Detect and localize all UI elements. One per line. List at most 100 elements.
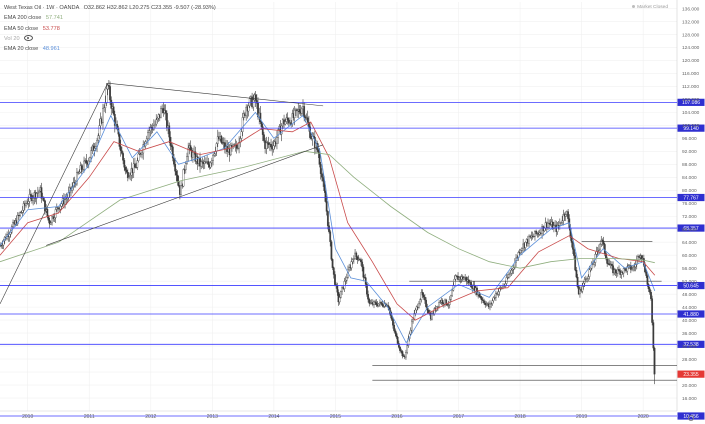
candle-body	[646, 275, 649, 285]
candle-body	[593, 262, 596, 265]
candle-body	[189, 145, 192, 151]
y-tick-label: 104.000	[682, 110, 700, 116]
candle-body	[331, 259, 334, 268]
candle-body	[12, 222, 14, 227]
candle-body	[373, 301, 375, 305]
candle-body	[215, 143, 218, 152]
candle-body	[375, 302, 378, 305]
legend-ema20-row[interactable]: EMA 20 close 48.961	[4, 44, 216, 54]
candle-body	[631, 268, 633, 270]
candle-body	[60, 203, 63, 207]
candle-body	[267, 142, 270, 145]
level-price-label-bg	[677, 310, 705, 318]
legend-vol-row[interactable]: Vol 20	[4, 34, 216, 44]
candle-body	[560, 222, 562, 224]
candle-body	[220, 136, 223, 143]
candle-body	[405, 352, 407, 358]
candle-body	[454, 275, 457, 280]
candle-body	[65, 198, 68, 200]
candle-body	[22, 203, 25, 211]
candle-body	[332, 267, 335, 275]
candle-body	[648, 288, 651, 293]
candle-body	[380, 302, 382, 304]
level-price-label: 77.767	[683, 195, 699, 201]
candle-body	[170, 145, 173, 148]
candle-body	[377, 303, 380, 306]
candle-body	[366, 284, 368, 295]
visibility-eye-icon[interactable]	[24, 35, 34, 42]
candle-body	[85, 159, 88, 163]
candle-body	[176, 174, 179, 182]
legend-ema200-row[interactable]: EMA 200 close 57.741	[4, 13, 216, 23]
y-tick-label: 20.000	[682, 383, 697, 389]
candle-body	[122, 153, 124, 161]
candle-body	[259, 112, 262, 123]
candle-body	[401, 351, 404, 357]
candle-body	[587, 276, 590, 279]
candle-body	[192, 152, 194, 158]
candle-body	[124, 167, 127, 171]
candle-body	[224, 142, 226, 150]
y-tick-label: 60.000	[682, 253, 697, 259]
candle-body	[360, 259, 362, 263]
legend-ema50-row[interactable]: EMA 50 close 53.778	[4, 24, 216, 34]
level-price-label: 50.645	[683, 283, 699, 289]
candle-body	[8, 234, 11, 237]
candle-body	[341, 287, 343, 292]
candle-body	[263, 134, 265, 141]
legend-ema200-label: EMA 200 close	[4, 15, 42, 22]
candle-body	[125, 169, 128, 173]
trendline[interactable]	[0, 83, 108, 305]
settings-gear-icon[interactable]	[688, 414, 695, 421]
y-tick-label: 124.000	[682, 45, 700, 51]
y-tick-label: 36.000	[682, 331, 697, 337]
candle-body	[328, 225, 330, 232]
y-tick-label: 80.000	[682, 188, 697, 194]
candle-body	[156, 118, 159, 120]
candle-body	[134, 163, 136, 168]
candle-body	[620, 272, 623, 275]
candle-body	[0, 245, 3, 247]
candle-body	[216, 136, 219, 144]
candle-body	[260, 121, 263, 127]
candle-body	[482, 299, 484, 301]
level-price-label-bg	[677, 193, 705, 202]
candle-body	[42, 197, 45, 201]
candle-body	[629, 265, 632, 270]
candle-body	[414, 309, 417, 314]
candle-body	[145, 138, 148, 143]
candle-body	[564, 214, 567, 217]
candle-body	[447, 304, 450, 306]
candle-body	[109, 86, 111, 101]
candle-body	[276, 137, 278, 144]
candle-body	[336, 285, 339, 293]
candle-body	[556, 225, 559, 232]
candle-body	[353, 258, 355, 260]
candle-body	[110, 99, 113, 109]
candle-body	[16, 215, 19, 225]
candle-body	[497, 291, 500, 295]
level-price-label-bg	[677, 281, 705, 290]
candle-body	[119, 146, 122, 151]
candle-body	[509, 273, 511, 275]
candle-body	[255, 100, 258, 104]
candle-body	[173, 157, 175, 165]
ema50-line	[0, 121, 656, 321]
candle-body	[470, 282, 472, 288]
candle-body	[510, 270, 513, 274]
candle-body	[337, 291, 340, 303]
candle-body	[293, 110, 296, 118]
candle-body	[330, 241, 333, 260]
y-tick-label: 84.000	[682, 175, 697, 181]
candle-body	[618, 269, 620, 271]
candle-body	[562, 214, 565, 222]
trendline[interactable]	[46, 144, 324, 246]
candle-body	[558, 222, 561, 226]
candle-body	[483, 300, 485, 304]
candle-body	[420, 291, 423, 300]
y-tick-label: 28.000	[682, 357, 697, 363]
trendline[interactable]	[107, 82, 324, 107]
candle-body	[524, 242, 527, 248]
candle-body	[369, 302, 372, 304]
